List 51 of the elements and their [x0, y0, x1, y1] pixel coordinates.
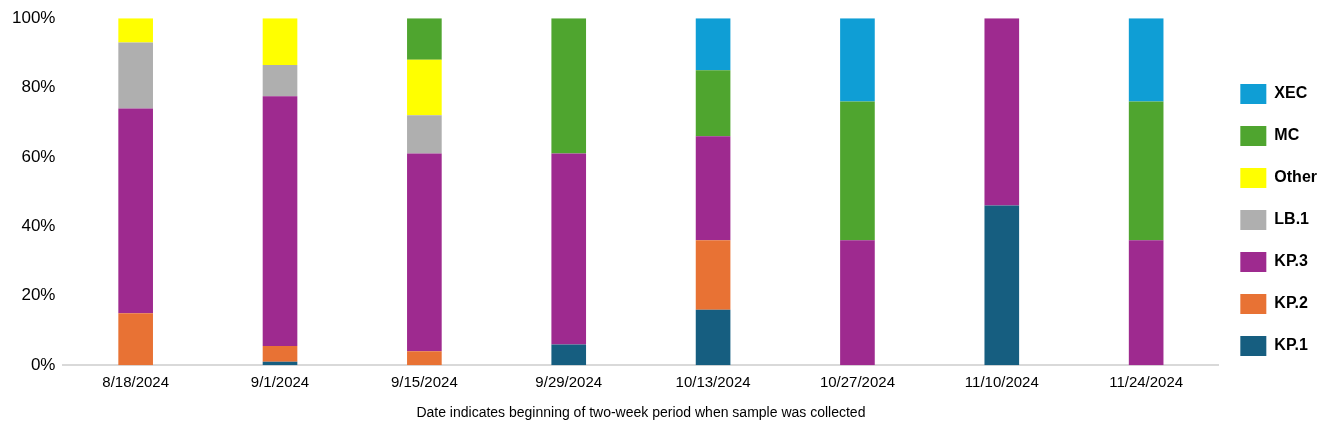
bar — [262, 346, 298, 362]
bar — [407, 115, 442, 154]
y-tick-label: 0% — [30, 354, 56, 374]
y-tick-label: 80% — [21, 77, 56, 97]
bar — [840, 240, 875, 366]
bar — [840, 18, 875, 102]
x-tick-label: 10/13/2024 — [675, 373, 751, 391]
bar — [840, 101, 875, 241]
bar — [407, 351, 442, 366]
legend-label: Other — [1274, 168, 1317, 186]
bar — [551, 18, 587, 154]
legend-label: XEC — [1274, 84, 1308, 102]
bar — [118, 18, 153, 43]
bar — [551, 344, 587, 366]
legend-label: LB.1 — [1274, 210, 1310, 228]
legend-label: KP.3 — [1274, 252, 1308, 270]
bar — [695, 240, 731, 310]
x-axis-title: Date indicates beginning of two-week period when sample was collected — [416, 404, 866, 421]
x-tick-label: 8/18/2024 — [102, 373, 170, 391]
bar — [118, 42, 153, 109]
bar — [262, 96, 298, 347]
x-tick-label: 9/1/2024 — [250, 373, 310, 391]
legend-label: KP.1 — [1274, 336, 1308, 354]
bar — [1128, 240, 1164, 366]
bar — [984, 18, 1020, 206]
y-tick-label: 20% — [21, 285, 56, 305]
bar — [695, 136, 731, 241]
x-tick-label: 9/29/2024 — [535, 373, 603, 391]
x-tick-label: 11/10/2024 — [964, 373, 1039, 391]
y-tick-label: 60% — [21, 146, 56, 166]
x-tick-label: 11/24/2024 — [1109, 373, 1184, 391]
y-tick-label: 40% — [21, 216, 56, 236]
legend-label: MC — [1274, 126, 1300, 144]
bar — [407, 153, 442, 352]
bar — [407, 59, 442, 116]
x-tick-label: 9/15/2024 — [391, 373, 458, 391]
bar — [695, 70, 731, 137]
bar — [407, 18, 442, 60]
bar — [695, 309, 731, 366]
bar — [695, 18, 731, 71]
bar — [118, 108, 153, 314]
bar — [118, 313, 153, 366]
x-tick-label: 10/27/2024 — [819, 373, 895, 391]
legend-label: KP.2 — [1274, 294, 1308, 312]
y-tick-label: 100% — [12, 7, 56, 27]
bar — [984, 205, 1020, 366]
bar — [262, 65, 298, 97]
bar — [1128, 101, 1164, 241]
bar — [262, 18, 298, 66]
bar — [1128, 18, 1164, 102]
bar — [551, 153, 587, 345]
